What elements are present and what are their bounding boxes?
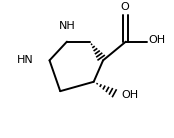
Text: NH: NH	[58, 21, 75, 31]
Text: OH: OH	[122, 90, 139, 100]
Text: O: O	[121, 2, 129, 11]
Text: OH: OH	[149, 35, 166, 45]
Text: HN: HN	[17, 55, 33, 65]
